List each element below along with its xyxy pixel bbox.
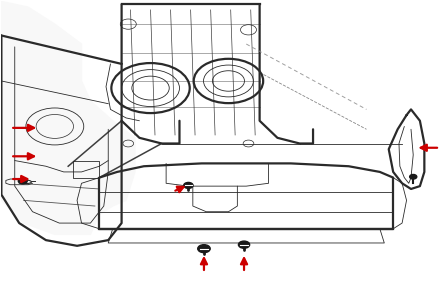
Circle shape [409,174,417,179]
Polygon shape [1,1,135,234]
Circle shape [18,178,27,184]
Circle shape [238,241,250,248]
Ellipse shape [20,180,31,184]
Circle shape [184,183,193,188]
Circle shape [198,245,210,253]
